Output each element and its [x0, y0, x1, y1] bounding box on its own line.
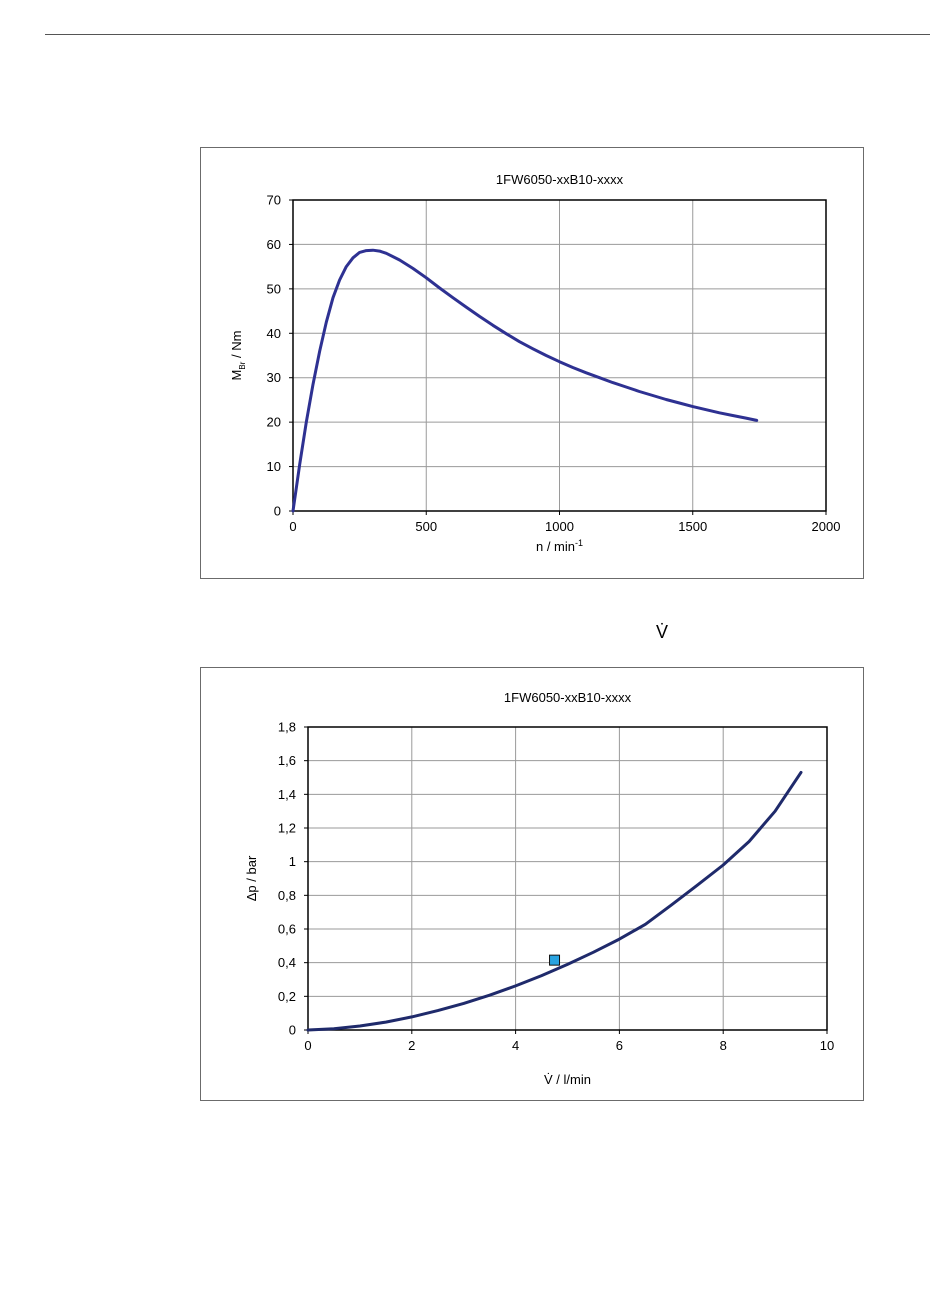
series-line: [306, 770, 803, 1032]
y-tick-label: 30: [267, 370, 281, 385]
pressure-drop-chart: 1FW6050-xxB10-xxxx 0 2 4 6 8 10 0 0,2 0,4 0,6 0,8 1 1…: [200, 667, 864, 1101]
y-tick-label: 50: [267, 281, 281, 296]
series-line: [291, 248, 759, 513]
flow-rate-symbol: V̇: [656, 622, 669, 642]
braking-torque-chart: 1FW6050-xxB10-xxxx 0 500 1000 1500 2000 0 10 20 3…: [200, 147, 864, 579]
y-tick-label: 70: [267, 193, 281, 208]
y-tick-label: 0: [274, 504, 281, 519]
x-axis-label: n / min-1: [536, 538, 583, 554]
data-point-marker: [549, 954, 561, 966]
y-tick-label: 1,6: [278, 753, 296, 768]
x-tick-label: 2000: [812, 519, 841, 534]
y-axis-label: Δp / bar: [244, 855, 259, 901]
y-tick-label: 1,2: [278, 821, 296, 836]
pressure-drop-plot: 1FW6050-xxB10-xxxx 0 2 4 6 8 10 0 0,2 0,4 0,6 0,8 1 1…: [244, 690, 834, 1087]
y-tick-label: 1,4: [278, 787, 296, 802]
x-tick-label: 1000: [545, 519, 574, 534]
y-tick-label: 20: [267, 415, 281, 430]
top-rule: [45, 34, 930, 35]
x-tick-label: 0: [289, 519, 296, 534]
y-tick-label: 10: [267, 459, 281, 474]
chart-title: 1FW6050-xxB10-xxxx: [504, 690, 632, 705]
x-tick-label: 6: [616, 1038, 623, 1053]
plot-area: [307, 726, 828, 1031]
y-tick-label: 1,8: [278, 720, 296, 735]
x-tick-label: 10: [820, 1038, 834, 1053]
y-tick-label: 60: [267, 237, 281, 252]
y-tick-label: 0,4: [278, 955, 296, 970]
x-axis-label: V̇ / l/min: [544, 1072, 591, 1087]
x-tick-label: 2: [408, 1038, 415, 1053]
x-tick-label: 500: [415, 519, 437, 534]
y-axis-label: MBr / Nm: [229, 331, 247, 381]
x-tick-label: 4: [512, 1038, 519, 1053]
y-tick-label: 0: [289, 1023, 296, 1038]
y-tick-label: 0,2: [278, 989, 296, 1004]
y-tick-label: 1: [289, 854, 296, 869]
x-tick-label: 0: [304, 1038, 311, 1053]
y-tick-label: 0,8: [278, 888, 296, 903]
x-tick-label: 8: [720, 1038, 727, 1053]
y-tick-label: 40: [267, 326, 281, 341]
chart-title: 1FW6050-xxB10-xxxx: [496, 172, 624, 187]
y-tick-label: 0,6: [278, 922, 296, 937]
braking-torque-plot: 1FW6050-xxB10-xxxx 0 500 1000 1500 2000 0 10 20 3…: [229, 172, 841, 554]
x-tick-label: 1500: [678, 519, 707, 534]
